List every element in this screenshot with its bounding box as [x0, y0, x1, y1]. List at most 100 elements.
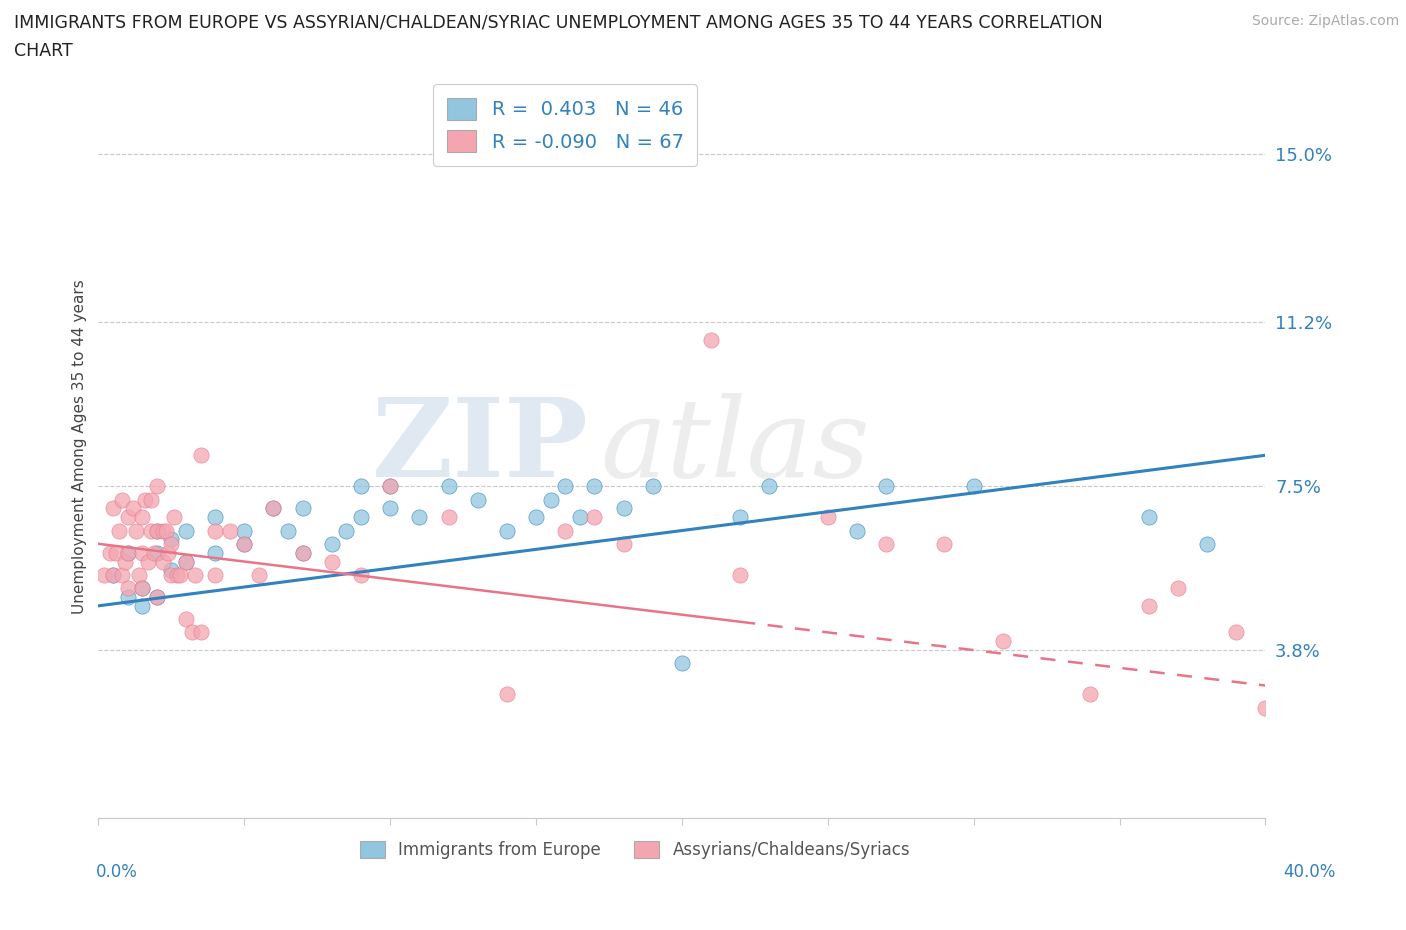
Point — [117, 590, 139, 604]
Point — [233, 537, 256, 551]
Point — [1254, 700, 1277, 715]
Point — [117, 510, 139, 525]
Point — [583, 510, 606, 525]
Point — [554, 479, 576, 494]
Point — [350, 479, 373, 494]
Point — [437, 479, 460, 494]
Point — [136, 554, 159, 569]
Point — [117, 580, 139, 595]
Point — [160, 537, 183, 551]
Point — [128, 567, 150, 582]
Point — [291, 501, 314, 516]
Point — [568, 510, 591, 525]
Point — [139, 523, 162, 538]
Point — [846, 523, 869, 538]
Point — [131, 510, 153, 525]
Point — [174, 523, 197, 538]
Point — [291, 545, 314, 560]
Point — [291, 545, 314, 560]
Point — [139, 492, 162, 507]
Point — [991, 634, 1014, 649]
Point — [146, 523, 169, 538]
Point — [174, 612, 197, 627]
Point — [700, 333, 723, 348]
Point — [111, 492, 134, 507]
Point — [146, 590, 169, 604]
Point — [122, 501, 145, 516]
Point — [380, 479, 402, 494]
Point — [321, 537, 343, 551]
Point — [540, 492, 562, 507]
Point — [131, 545, 153, 560]
Point — [437, 510, 460, 525]
Point — [98, 545, 121, 560]
Point — [233, 523, 256, 538]
Point — [817, 510, 839, 525]
Point — [93, 567, 115, 582]
Point — [380, 501, 402, 516]
Point — [117, 545, 139, 560]
Text: 40.0%: 40.0% — [1284, 863, 1336, 881]
Point — [146, 523, 169, 538]
Point — [758, 479, 780, 494]
Point — [155, 523, 177, 538]
Point — [554, 523, 576, 538]
Point — [875, 537, 897, 551]
Point — [174, 554, 197, 569]
Point — [163, 510, 186, 525]
Point — [1137, 598, 1160, 613]
Text: 0.0%: 0.0% — [96, 863, 138, 881]
Point — [146, 545, 169, 560]
Point — [524, 510, 547, 525]
Point — [380, 479, 402, 494]
Point — [101, 501, 124, 516]
Point — [641, 479, 664, 494]
Point — [204, 523, 226, 538]
Point — [111, 567, 134, 582]
Point — [408, 510, 430, 525]
Point — [350, 567, 373, 582]
Point — [104, 545, 127, 560]
Point — [183, 567, 205, 582]
Point — [496, 523, 519, 538]
Point — [1080, 687, 1102, 702]
Point — [160, 532, 183, 547]
Point — [152, 554, 174, 569]
Point — [730, 510, 752, 525]
Point — [169, 567, 191, 582]
Point — [467, 492, 489, 507]
Y-axis label: Unemployment Among Ages 35 to 44 years: Unemployment Among Ages 35 to 44 years — [72, 279, 87, 614]
Point — [134, 492, 156, 507]
Point — [496, 687, 519, 702]
Point — [262, 501, 284, 516]
Point — [114, 554, 136, 569]
Point — [612, 501, 634, 516]
Point — [204, 510, 226, 525]
Point — [101, 567, 124, 582]
Point — [218, 523, 240, 538]
Text: CHART: CHART — [14, 42, 73, 60]
Point — [671, 656, 693, 671]
Point — [1195, 537, 1218, 551]
Point — [190, 448, 212, 463]
Point — [262, 501, 284, 516]
Point — [190, 625, 212, 640]
Point — [350, 510, 373, 525]
Point — [233, 537, 256, 551]
Point — [335, 523, 357, 538]
Point — [612, 537, 634, 551]
Text: ZIP: ZIP — [371, 392, 589, 500]
Point — [142, 545, 165, 560]
Point — [160, 563, 183, 578]
Point — [131, 580, 153, 595]
Point — [157, 545, 180, 560]
Legend: Immigrants from Europe, Assyrians/Chaldeans/Syriacs: Immigrants from Europe, Assyrians/Chalde… — [353, 834, 917, 866]
Point — [204, 567, 226, 582]
Point — [1167, 580, 1189, 595]
Point — [1225, 625, 1247, 640]
Point — [152, 523, 174, 538]
Point — [146, 590, 169, 604]
Point — [247, 567, 270, 582]
Point — [117, 545, 139, 560]
Point — [875, 479, 897, 494]
